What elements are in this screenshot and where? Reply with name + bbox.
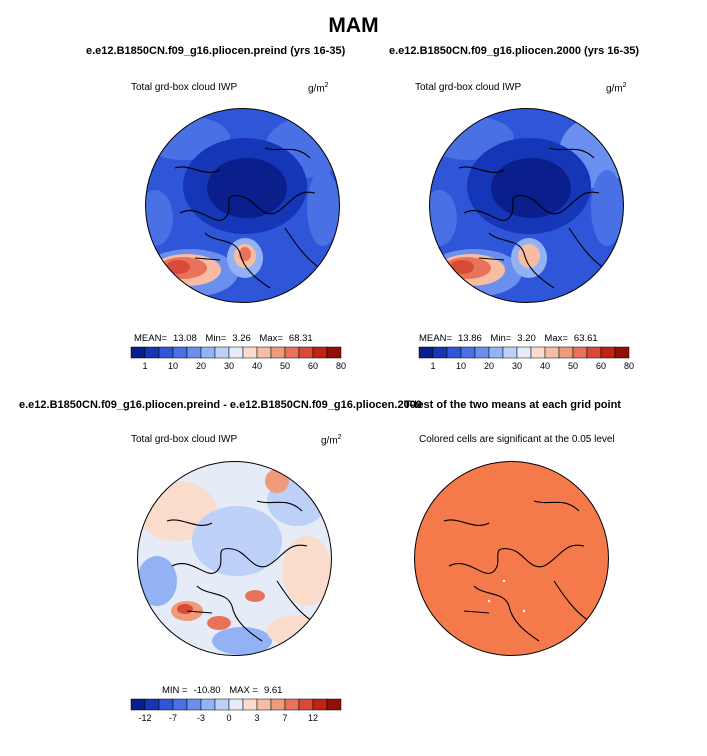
stats-diff: MIN = -10.80 MAX = 9.61	[162, 685, 283, 696]
panel-label-diff: Total grd-box cloud IWP	[131, 434, 238, 445]
colorbar-swatch	[312, 698, 328, 711]
colorbar-swatch	[158, 698, 174, 711]
colorbar-tick-label: 80	[336, 361, 346, 371]
main-title: MAM	[328, 14, 379, 37]
colorbar-swatch	[516, 346, 532, 359]
colorbar-swatch	[214, 346, 230, 359]
case-title-ttest: T-test of the two means at each grid poi…	[404, 399, 621, 411]
colorbar-swatch	[284, 346, 300, 359]
colorbar-swatch	[270, 698, 286, 711]
colorbar-tick-label: -7	[169, 713, 177, 723]
colorbar-tick-label: 30	[512, 361, 522, 371]
colorbar-swatch	[586, 346, 602, 359]
panel-label-ttest: Colored cells are significant at the 0.0…	[419, 434, 615, 445]
colorbar-swatch	[460, 346, 476, 359]
colorbar-swatch	[144, 698, 160, 711]
colorbar-swatch	[214, 698, 230, 711]
colorbar-tick-label: 50	[568, 361, 578, 371]
colorbar-swatch	[446, 346, 462, 359]
colorbar-swatch	[144, 346, 160, 359]
colorbar-swatch	[298, 346, 314, 359]
map-2000	[429, 108, 624, 303]
colorbar-tick-label: -12	[138, 713, 151, 723]
map-ttest	[414, 461, 609, 656]
colorbar-swatch	[326, 346, 342, 359]
colorbar-swatch	[242, 698, 258, 711]
case-title-diff: e.e12.B1850CN.f09_g16.pliocen.preind - e…	[19, 399, 422, 411]
colorbar-swatch	[298, 698, 314, 711]
case-title-preind: e.e12.B1850CN.f09_g16.pliocen.preind (yr…	[86, 45, 346, 57]
colorbar-tick-label: 20	[196, 361, 206, 371]
colorbar-tick-label: 50	[280, 361, 290, 371]
colorbar-swatch	[158, 346, 174, 359]
colorbar-tick-label: 10	[456, 361, 466, 371]
colorbar-swatch	[172, 698, 188, 711]
colorbar-swatch	[200, 346, 216, 359]
colorbar-swatch	[186, 346, 202, 359]
colorbar-tick-label: 0	[226, 713, 231, 723]
colorbar-swatch	[418, 346, 434, 359]
colorbar-tick-label: 3	[254, 713, 259, 723]
panel-label-2000: Total grd-box cloud IWP	[415, 82, 522, 93]
colorbar-swatch	[200, 698, 216, 711]
colorbar-swatch	[572, 346, 588, 359]
units-preind: g/m2	[308, 82, 329, 95]
colorbar-swatch	[312, 346, 328, 359]
colorbar-swatch	[270, 346, 286, 359]
colorbar-swatch	[284, 698, 300, 711]
colorbar-swatch	[600, 346, 616, 359]
colorbar-tick-label: 10	[168, 361, 178, 371]
colorbar-tick-label: 1	[430, 361, 435, 371]
stats-2000: MEAN= 13.86 Min= 3.20 Max= 63.61	[419, 333, 598, 344]
stats-preind: MEAN= 13.08 Min= 3.26 Max= 68.31	[134, 333, 313, 344]
colorbar-swatch	[326, 698, 342, 711]
colorbar-tick-label: 60	[596, 361, 606, 371]
colorbar-tick-label: 1	[142, 361, 147, 371]
colorbar-swatch	[172, 346, 188, 359]
colorbar-swatch	[432, 346, 448, 359]
colorbar-swatch	[130, 346, 146, 359]
case-title-2000: e.e12.B1850CN.f09_g16.pliocen.2000 (yrs …	[389, 45, 640, 57]
colorbar-swatch	[242, 346, 258, 359]
colorbar-swatch	[530, 346, 546, 359]
colorbar-tick-label: 80	[624, 361, 634, 371]
colorbar-swatch	[614, 346, 630, 359]
colorbar-tick-label: 7	[282, 713, 287, 723]
colorbar-2000: 1 10 20 30 40 50 60 80	[418, 346, 634, 371]
colorbar-swatch	[130, 698, 146, 711]
colorbar-preind: 1 10 20 30 40 50 60 80	[130, 346, 346, 371]
colorbar-tick-label: 30	[224, 361, 234, 371]
colorbar-swatch	[256, 346, 272, 359]
panel-label-preind: Total grd-box cloud IWP	[131, 82, 238, 93]
colorbar-diff: -12 -7 -3 0 3 7 12	[130, 698, 342, 723]
colorbar-swatch	[502, 346, 518, 359]
colorbar-swatch	[488, 346, 504, 359]
colorbar-swatch	[544, 346, 560, 359]
colorbar-swatch	[558, 346, 574, 359]
units-2000: g/m2	[606, 82, 627, 95]
colorbar-swatch	[186, 698, 202, 711]
map-preind	[145, 108, 340, 303]
units-diff: g/m2	[321, 434, 342, 447]
colorbar-swatch	[474, 346, 490, 359]
colorbar-tick-label: 12	[308, 713, 318, 723]
colorbar-swatch	[256, 698, 272, 711]
map-diff	[137, 461, 332, 656]
colorbar-tick-label: 40	[252, 361, 262, 371]
colorbar-tick-label: 60	[308, 361, 318, 371]
colorbar-tick-label: -3	[197, 713, 205, 723]
colorbar-swatch	[228, 346, 244, 359]
colorbar-tick-label: 20	[484, 361, 494, 371]
colorbar-tick-label: 40	[540, 361, 550, 371]
colorbar-swatch	[228, 698, 244, 711]
